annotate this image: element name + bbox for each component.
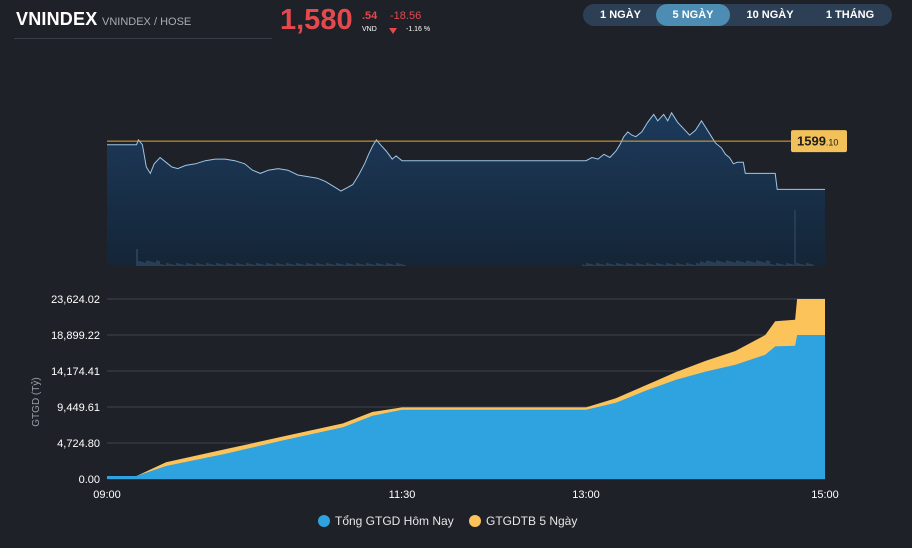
tab-10-days[interactable]: 10 NGÀY — [746, 9, 794, 21]
y-tick-label: 18,899.22 — [51, 330, 100, 342]
tab-1-month[interactable]: 1 THÁNG — [825, 9, 875, 21]
tab-5-days[interactable]: 5 NGÀY — [656, 4, 730, 26]
y-tick-label: 14,174.41 — [51, 366, 100, 378]
price-area — [107, 112, 825, 266]
price-change: -18.56 — [390, 10, 422, 22]
x-tick-label: 11:30 — [389, 489, 416, 501]
x-tick-label: 15:00 — [811, 489, 839, 501]
legend-today[interactable]: Tổng GTGD Hôm Nay — [318, 514, 454, 528]
legend-avg5-label: GTGDTB 5 Ngày — [486, 514, 578, 528]
legend-avg5-marker — [469, 515, 481, 527]
legend-today-marker — [318, 515, 330, 527]
volume-chart: 0.00 4,724.80 9,449.61 14,174.41 18,899.22 23… — [30, 294, 839, 501]
price-line — [107, 111, 825, 192]
legend-today-label: Tổng GTGD Hôm Nay — [335, 514, 454, 528]
price-decimal: .54 — [362, 10, 378, 22]
y-axis-title: GTGD (Tỷ) — [30, 377, 42, 426]
reference-value: 1599.10 — [797, 134, 838, 149]
y-tick-label: 23,624.02 — [51, 294, 100, 306]
title-divider — [14, 38, 272, 39]
price-chart: 1599.10 — [107, 111, 847, 266]
reference-badge — [791, 130, 847, 153]
price-unit: VND — [362, 26, 377, 33]
index-title: VNINDEX — [16, 9, 98, 29]
reference-value-dec: .10 — [826, 138, 839, 148]
down-arrow-icon — [389, 28, 397, 34]
price-integer: 1,580 — [280, 4, 353, 36]
x-tick-label: 09:00 — [93, 489, 121, 501]
tab-1-day[interactable]: 1 NGÀY — [600, 9, 641, 21]
y-tick-label: 9,449.61 — [57, 402, 100, 414]
price-change-percent: -1.16 % — [406, 26, 431, 33]
today-area — [107, 335, 825, 479]
period-tabs: 1 NGÀY 5 NGÀY 10 NGÀY 1 THÁNG — [583, 4, 892, 26]
header: VNINDEX VNINDEX / HOSE 1,580 .54 VND -18… — [0, 0, 912, 40]
y-tick-label: 0.00 — [79, 474, 100, 486]
legend-avg5[interactable]: GTGDTB 5 Ngày — [469, 514, 577, 528]
y-tick-label: 4,724.80 — [57, 438, 100, 450]
index-exchange: VNINDEX / HOSE — [102, 16, 192, 28]
x-tick-label: 13:00 — [572, 489, 600, 501]
reference-value-int: 1599 — [797, 134, 826, 149]
